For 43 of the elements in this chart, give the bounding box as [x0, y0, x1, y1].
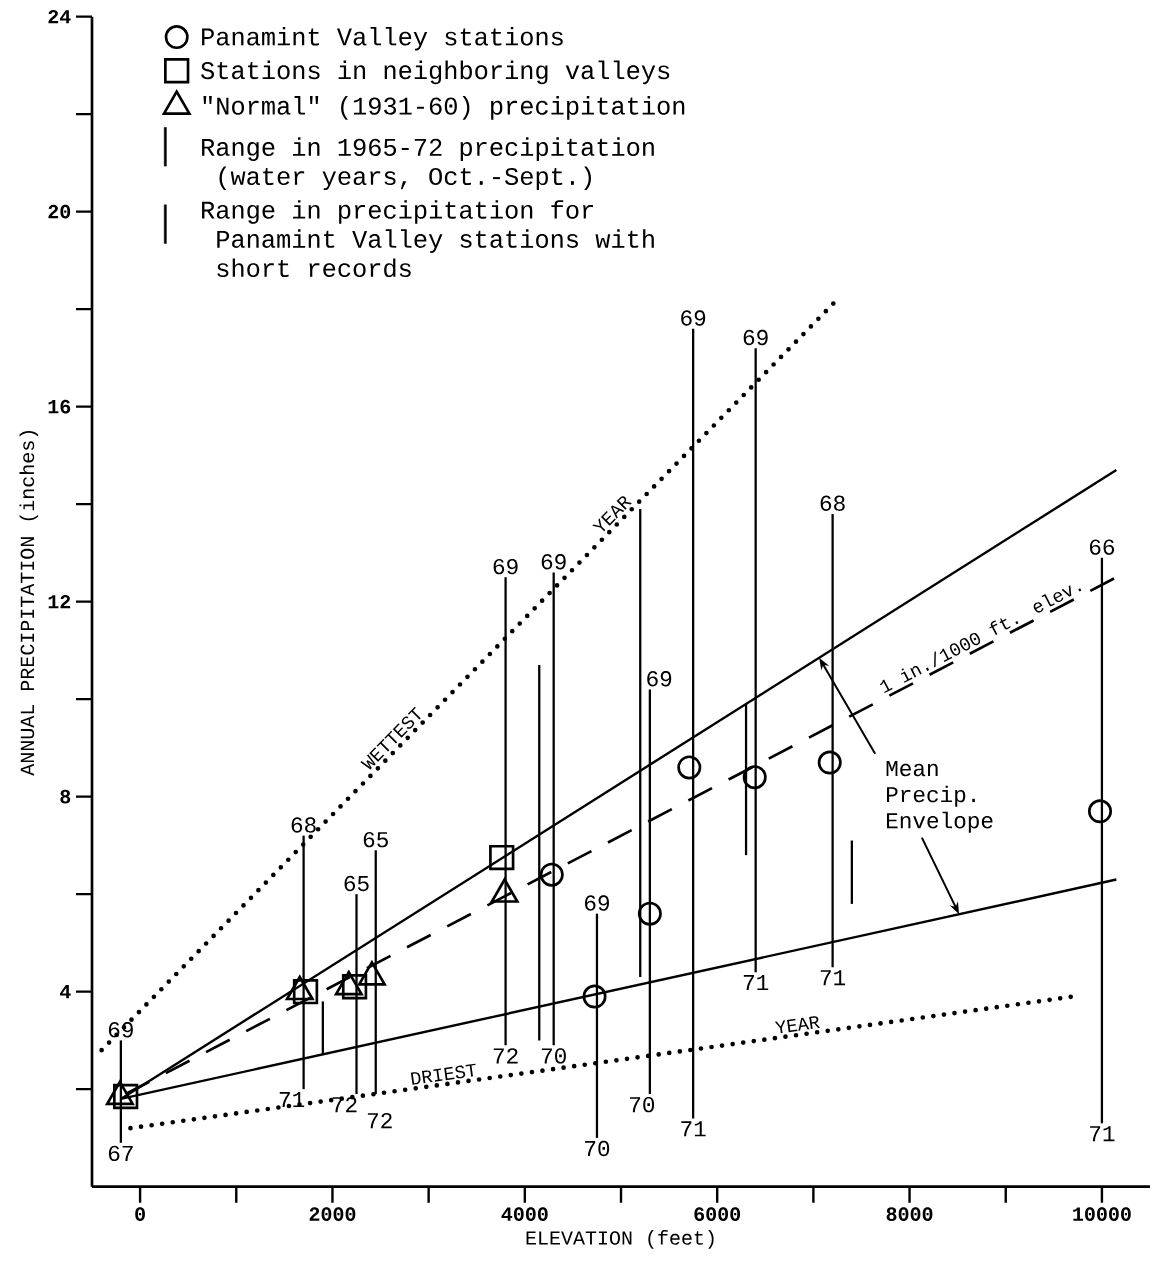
legend-label: "Normal" (1931-60) precipitation: [203, 96, 685, 120]
y-tick-label: 20: [48, 204, 71, 219]
y-axis-title: ANNUAL PRECIPITATION (inches): [19, 431, 39, 776]
annotation: 65: [344, 875, 369, 892]
x-tick-label: 10000: [1073, 1207, 1131, 1221]
x-tick-label: 4000: [501, 1207, 548, 1221]
annotation: 68: [820, 495, 845, 511]
x-tick-label: 6000: [694, 1207, 741, 1221]
annotation: 72: [493, 1048, 518, 1064]
annotation: 70: [630, 1096, 655, 1113]
annotation: 71: [820, 970, 846, 986]
x-tick-label: 2000: [309, 1207, 356, 1221]
annotation: 69: [493, 558, 518, 575]
annotation: Mean Precip. Envelope: [886, 761, 993, 833]
y-tick-label: 24: [48, 9, 71, 24]
annotation: 66: [1090, 539, 1115, 555]
annotation: 69: [585, 895, 609, 911]
annotation: 69: [647, 671, 672, 687]
x-axis-title: ELEVATION (feet): [526, 1230, 714, 1249]
annotation: 71: [743, 975, 769, 991]
annotation: 69: [541, 554, 566, 570]
annotation: 72: [367, 1112, 392, 1129]
annotation: 69: [681, 310, 706, 326]
x-tick-label: 0: [135, 1207, 145, 1221]
annotation: 65: [363, 831, 388, 848]
legend-label: Range in 1965-72 precipitation (water years, Oct.-Sept.): [202, 137, 654, 191]
annotation: 71: [681, 1121, 706, 1137]
annotation: 70: [541, 1048, 566, 1064]
annotation: 71: [1090, 1126, 1115, 1142]
y-tick-label: 8: [60, 789, 71, 804]
annotation: YEAR: [774, 1016, 821, 1034]
annotation: DRIEST: [410, 1063, 476, 1085]
annotation: 69: [743, 329, 768, 346]
annotation: 70: [585, 1140, 610, 1157]
y-tick-label: 16: [48, 399, 71, 414]
annotation: 68: [291, 817, 316, 833]
y-tick-label: 4: [59, 985, 71, 999]
annotation: 67: [108, 1145, 133, 1162]
y-tick-label: 12: [48, 594, 71, 609]
legend-label: Panamint Valley stations: [202, 26, 563, 51]
legend-label: Range in precipitation for Panamint Valley stations with short records: [202, 200, 654, 278]
legend-label: Stations in neighboring valleys: [201, 60, 670, 85]
x-tick-label: 8000: [886, 1207, 933, 1221]
